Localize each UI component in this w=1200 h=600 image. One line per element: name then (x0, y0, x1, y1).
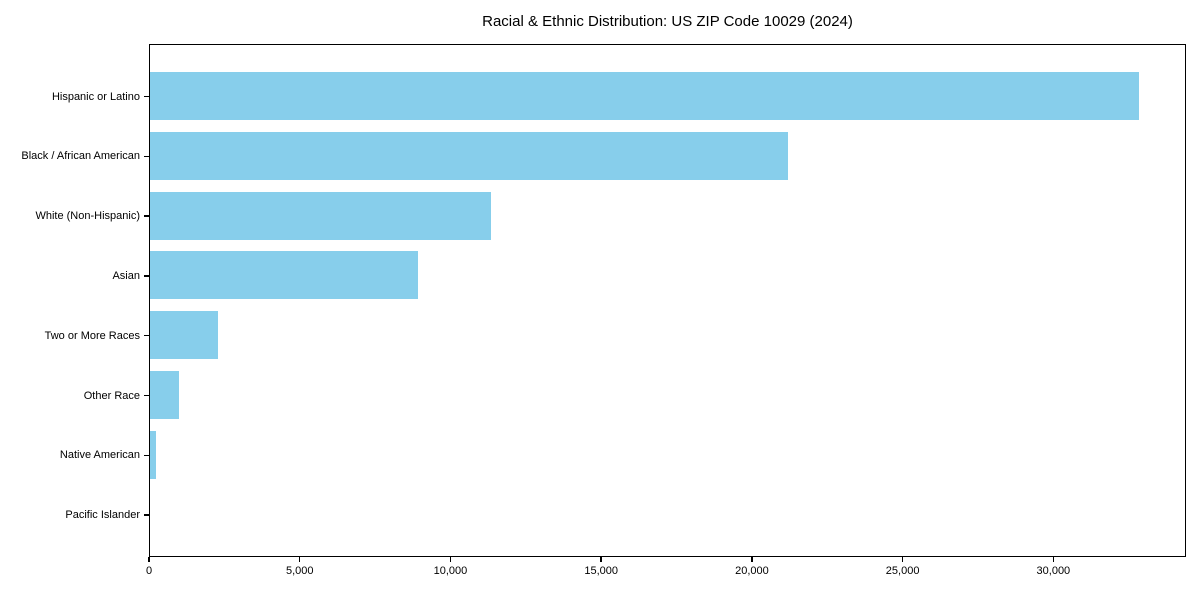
x-tick-label: 10,000 (433, 565, 468, 577)
x-tick-mark (600, 557, 602, 562)
y-tick-label: Pacific Islander (65, 509, 140, 522)
x-tick-mark (449, 557, 452, 562)
chart-title: Racial & Ethnic Distribution: US ZIP Cod… (482, 13, 853, 30)
x-tick-label: 25,000 (885, 565, 920, 577)
x-tick-label: 30,000 (1036, 565, 1071, 577)
y-tick-label: Hispanic or Latino (51, 90, 140, 103)
x-tick-label: 5,000 (285, 565, 314, 577)
bar-white-non-hispanic (150, 191, 491, 240)
y-tick-label: Asian (112, 269, 140, 282)
y-tick-mark (144, 514, 149, 516)
y-tick-mark (144, 95, 149, 98)
y-tick-mark (144, 454, 149, 456)
x-tick-label: 20,000 (735, 565, 769, 577)
bar-native-american (150, 430, 157, 479)
y-tick-mark (144, 394, 149, 397)
bar-asian (150, 251, 419, 300)
x-tick-label: 15,000 (584, 565, 618, 577)
bar-other-race (150, 371, 179, 419)
bar-hispanic-or-latino (150, 72, 1139, 121)
x-tick-mark (901, 557, 904, 562)
plot-area (149, 44, 1186, 557)
bar-black-african-american (150, 131, 788, 180)
y-tick-label: Other Race (83, 389, 140, 402)
y-tick-label: Black / African American (21, 150, 140, 163)
y-tick-mark (144, 215, 149, 217)
y-tick-label: Native American (59, 449, 140, 462)
y-tick-label: White (Non-Hispanic) (35, 210, 140, 223)
bar-two-or-more-races (150, 311, 218, 360)
x-tick-mark (298, 557, 301, 562)
y-tick-label: Two or More Races (44, 329, 140, 342)
x-tick-mark (751, 557, 753, 562)
y-tick-mark (144, 334, 149, 337)
y-tick-mark (144, 275, 149, 277)
y-tick-mark (144, 155, 149, 158)
x-tick-mark (148, 557, 150, 562)
x-tick-mark (1052, 557, 1055, 562)
x-tick-label: 0 (145, 565, 153, 577)
